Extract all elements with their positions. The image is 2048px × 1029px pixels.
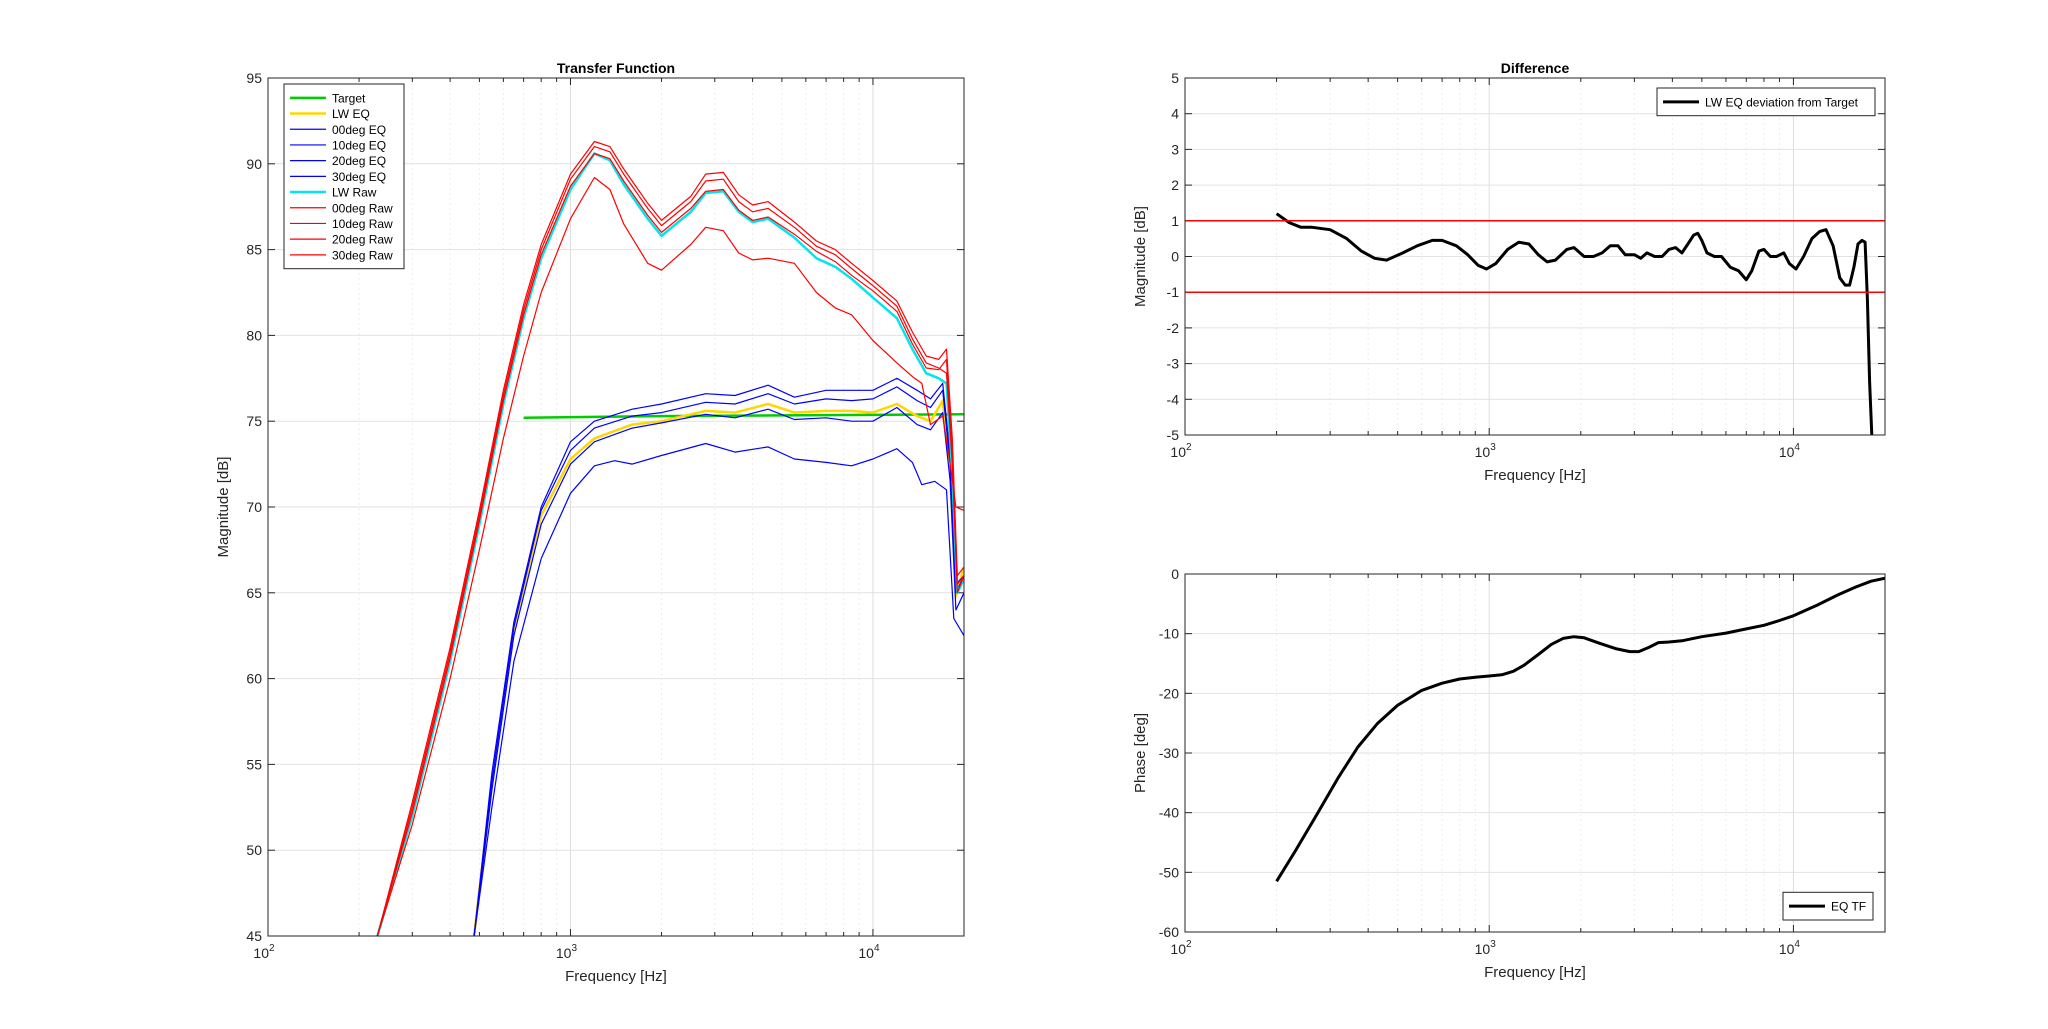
legend-label: 30deg Raw (332, 248, 393, 262)
legend: EQ TF (1782, 891, 1874, 921)
y-tick-label: 85 (246, 242, 262, 258)
legend-label: 00deg Raw (332, 201, 393, 215)
y-tick-label: -40 (1159, 805, 1179, 821)
x-tick-label: 104 (1779, 939, 1801, 957)
x-axis-label: Frequency [Hz] (1484, 964, 1586, 981)
y-tick-label: 3 (1171, 141, 1179, 157)
y-tick-label: -20 (1159, 685, 1179, 701)
legend: LW EQ deviation from Target (1656, 87, 1876, 117)
y-tick-label: 80 (246, 327, 262, 343)
series-lw-raw (376, 152, 964, 936)
series-20deg-raw (376, 152, 964, 936)
y-tick-label: 0 (1171, 249, 1179, 265)
legend-label: 20deg EQ (332, 154, 386, 168)
series-30deg-raw (376, 176, 964, 936)
x-axis-label: Frequency [Hz] (565, 968, 667, 985)
y-axis-label: Magnitude [dB] (215, 457, 232, 558)
series-20deg-eq (473, 406, 964, 936)
y-tick-label: -60 (1159, 924, 1179, 940)
y-tick-label: -5 (1167, 427, 1180, 443)
x-tick-label: 102 (253, 943, 275, 961)
axes-tf: 45 50 55 60 65 70 75 80 85 90 95 102 103 104 Transfer … (215, 60, 965, 985)
series-10deg-eq (473, 377, 964, 936)
axes-frame (267, 77, 965, 937)
series-lw-eq (472, 399, 964, 936)
chart-title: Difference (1501, 60, 1570, 76)
y-tick-label: 65 (246, 585, 262, 601)
legend-label: 00deg EQ (332, 123, 386, 137)
x-axis-label: Frequency [Hz] (1484, 467, 1586, 484)
legend-label: Target (332, 91, 366, 105)
legend-label: LW EQ deviation from Target (1705, 95, 1859, 109)
x-tick-label: 102 (1170, 939, 1192, 957)
y-tick-label: 2 (1171, 177, 1179, 193)
y-tick-label: 75 (246, 413, 262, 429)
y-axis-label: Magnitude [dB] (1132, 206, 1149, 307)
axes-frame (1184, 573, 1886, 933)
legend-label: LW Raw (332, 186, 377, 200)
legend-label: 10deg Raw (332, 217, 393, 231)
y-tick-label: 60 (246, 671, 262, 687)
series-10deg-raw (376, 140, 964, 936)
y-tick-label: -30 (1159, 745, 1179, 761)
y-tick-label: 70 (246, 499, 262, 515)
series-00deg-raw (376, 146, 964, 936)
legend-label: 30deg EQ (332, 170, 386, 184)
y-tick-label: 50 (246, 842, 262, 858)
legend-label: 20deg Raw (332, 233, 393, 247)
series-group (1185, 212, 1885, 435)
y-tick-label: 55 (246, 756, 262, 772)
y-tick-label: 90 (246, 156, 262, 172)
x-tick-label: 104 (858, 943, 880, 961)
axes-phase: -60 -50 -40 -30 -20 -10 0 102 103 104 Frequency [H… (1132, 566, 1886, 981)
series-00deg-eq (473, 386, 964, 936)
legend-label: 10deg EQ (332, 138, 386, 152)
series-lw-eq-deviation-from-target (1275, 212, 1874, 435)
y-tick-label: -50 (1159, 864, 1179, 880)
legend-label: LW EQ (332, 107, 370, 121)
x-tick-label: 103 (1475, 442, 1497, 460)
y-tick-label: 1 (1171, 213, 1179, 229)
y-tick-label: -4 (1167, 391, 1180, 407)
y-tick-label: 5 (1171, 70, 1179, 86)
y-tick-label: -10 (1159, 626, 1179, 642)
legend-label: EQ TF (1831, 900, 1866, 914)
x-tick-label: 103 (1475, 939, 1497, 957)
series-group (376, 140, 964, 936)
y-tick-label: 45 (246, 928, 262, 944)
series-eq-tf (1275, 576, 1885, 883)
y-tick-label: -1 (1167, 284, 1180, 300)
x-tick-label: 102 (1170, 442, 1192, 460)
axes-diff: -5 -4 -3 -2 -1 0 1 2 3 4 5 102 103 104 Difference Frequ… (1132, 60, 1886, 484)
series-30deg-eq (473, 442, 964, 936)
y-tick-label: 95 (246, 70, 262, 86)
series-group (1275, 576, 1885, 883)
y-axis-label: Phase [deg] (1132, 713, 1149, 793)
y-tick-label: -3 (1167, 356, 1180, 372)
chart-title: Transfer Function (557, 60, 675, 76)
y-tick-label: 4 (1171, 106, 1179, 122)
y-tick-label: 0 (1171, 566, 1179, 582)
y-tick-label: -2 (1167, 320, 1180, 336)
x-tick-label: 104 (1779, 442, 1801, 460)
series-target (523, 413, 964, 420)
x-tick-label: 103 (556, 943, 578, 961)
axes-frame (1184, 77, 1886, 436)
